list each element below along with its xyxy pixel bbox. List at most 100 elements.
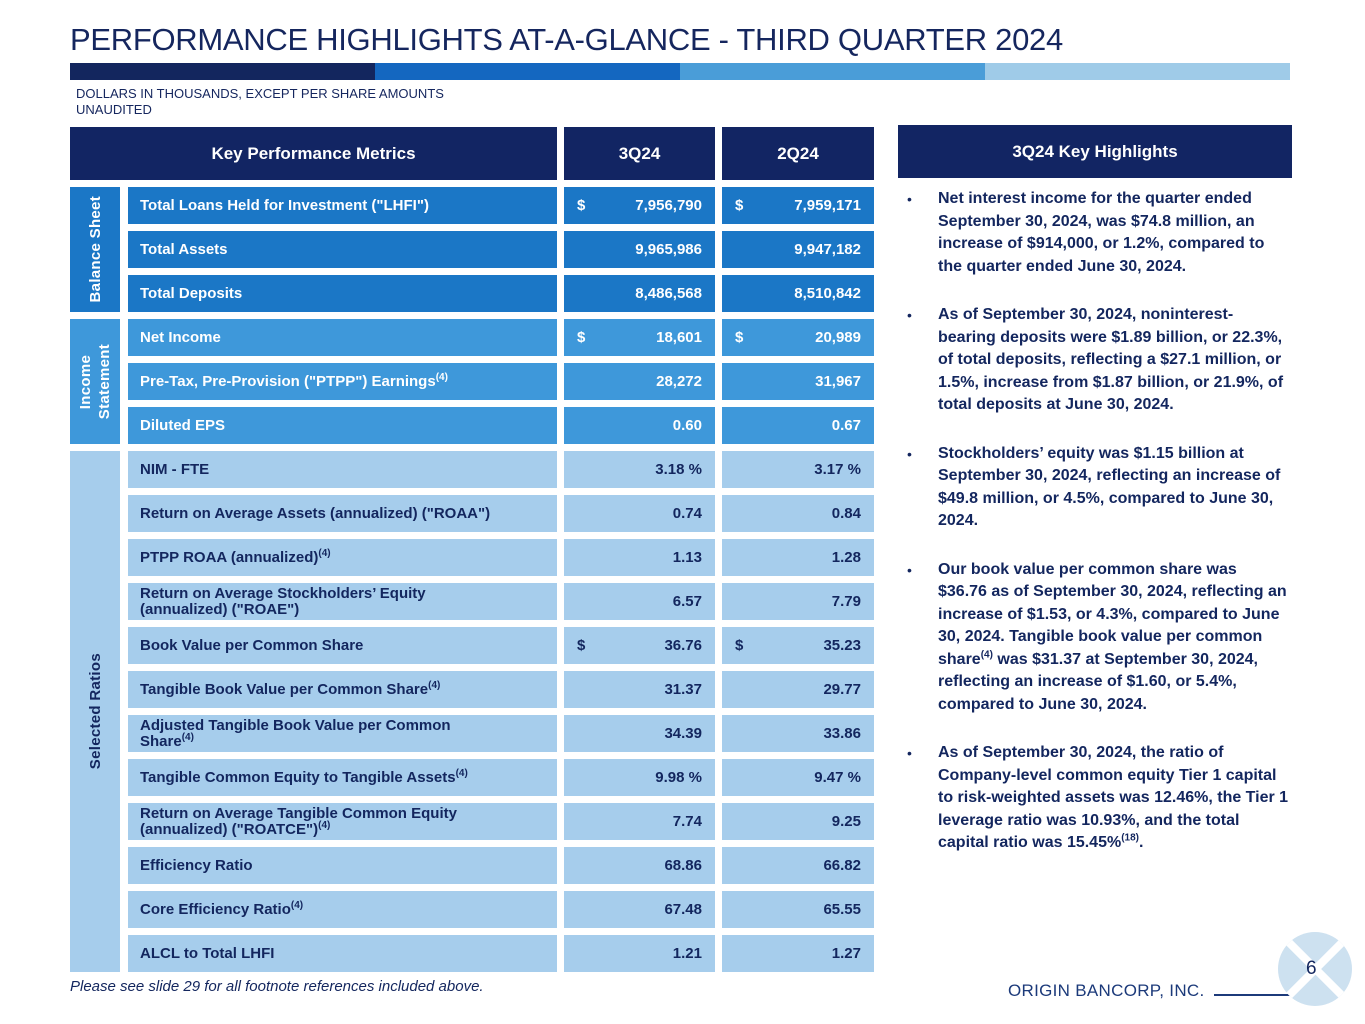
- footnote-marker: (4): [428, 679, 441, 691]
- value-2q24: 65.55: [722, 891, 874, 928]
- header-key-performance-metrics: Key Performance Metrics: [70, 127, 557, 180]
- metric-label: Total Assets: [140, 240, 228, 258]
- dollar-sign: $: [735, 197, 744, 214]
- table-row: Tangible Book Value per Common Share(4) 3…: [128, 671, 874, 708]
- value-number: 31.37: [664, 681, 702, 698]
- value-number: 68.86: [664, 857, 702, 874]
- dollar-sign: $: [735, 329, 744, 346]
- value-3q24: 7.74: [564, 803, 715, 840]
- table-row: NIM - FTE 3.18 % 3.17 %: [128, 451, 874, 488]
- value-3q24: 9,965,986: [564, 231, 715, 268]
- value-number: 66.82: [823, 857, 861, 874]
- value-number: 9.47 %: [814, 769, 861, 786]
- value-number: 65.55: [823, 901, 861, 918]
- metric-cell: Tangible Book Value per Common Share(4): [128, 671, 557, 708]
- group-label-selected-ratios: Selected Ratios: [70, 451, 120, 972]
- metric-cell: Efficiency Ratio: [128, 847, 557, 884]
- note-units: DOLLARS IN THOUSANDS, EXCEPT PER SHARE A…: [76, 86, 444, 101]
- footnote-marker: (4): [318, 547, 331, 559]
- key-performance-metrics-table: Key Performance Metrics 3Q24 2Q24 Balanc…: [70, 127, 874, 979]
- header-2q24: 2Q24: [722, 127, 874, 180]
- key-highlights-title: 3Q24 Key Highlights: [898, 125, 1292, 178]
- bullet-text: Our book value per common share was $36.…: [938, 560, 1287, 713]
- dollar-sign: $: [577, 637, 586, 654]
- metric-cell: Book Value per Common Share: [128, 627, 557, 664]
- accent-bar-segment-1: [70, 63, 375, 80]
- footnote-marker: (4): [435, 371, 448, 383]
- table-header-row: Key Performance Metrics 3Q24 2Q24: [70, 127, 874, 180]
- metric-cell: Return on Average Assets (annualized) ("…: [128, 495, 557, 532]
- value-number: 9,965,986: [635, 241, 702, 258]
- value-3q24: 9.98 %: [564, 759, 715, 796]
- logo-circle-icon: [1278, 932, 1352, 1006]
- value-2q24: 0.67: [722, 407, 874, 444]
- value-2q24: 29.77: [722, 671, 874, 708]
- metric-cell: Total Loans Held for Investment ("LHFI"): [128, 187, 557, 224]
- accent-bar-segment-4: [985, 63, 1290, 80]
- metric-cell: Net Income: [128, 319, 557, 356]
- value-3q24: 67.48: [564, 891, 715, 928]
- value-number: 9,947,182: [794, 241, 861, 258]
- value-number: 18,601: [656, 329, 702, 346]
- value-number: 1.13: [672, 549, 702, 566]
- value-3q24: 6.57: [564, 583, 715, 620]
- table-row: Book Value per Common Share $36.76 $35.23: [128, 627, 874, 664]
- value-3q24: 34.39: [564, 715, 715, 752]
- metric-cell: NIM - FTE: [128, 451, 557, 488]
- metric-label: Pre-Tax, Pre-Provision ("PTPP") Earnings…: [140, 371, 448, 390]
- value-3q24: 8,486,568: [564, 275, 715, 312]
- group-label-balance-sheet: Balance Sheet: [70, 187, 120, 312]
- dollar-sign: $: [577, 329, 586, 346]
- value-number: 6.57: [672, 593, 702, 610]
- group-label-text: Selected Ratios: [86, 653, 104, 770]
- value-number: 35.23: [823, 637, 861, 654]
- metric-label: Efficiency Ratio: [140, 856, 253, 874]
- metric-cell: Tangible Common Equity to Tangible Asset…: [128, 759, 557, 796]
- group-label-text: Balance Sheet: [86, 196, 104, 303]
- value-number: 1.21: [672, 945, 702, 962]
- highlight-bullet: • As of September 30, 2024, noninterest-b…: [898, 304, 1292, 417]
- metric-cell: Pre-Tax, Pre-Provision ("PTPP") Earnings…: [128, 363, 557, 400]
- value-number: 0.60: [672, 417, 702, 434]
- highlight-bullet: • Net interest income for the quarter end…: [898, 188, 1292, 278]
- value-3q24: 0.60: [564, 407, 715, 444]
- table-row: Total Deposits 8,486,568 8,510,842: [128, 275, 874, 312]
- footnote-marker: (4): [181, 731, 194, 743]
- value-number: 20,989: [815, 329, 861, 346]
- metric-label: PTPP ROAA (annualized)(4): [140, 547, 331, 566]
- group-rows: NIM - FTE 3.18 % 3.17 % Return on Average A…: [128, 451, 874, 972]
- metric-label: Tangible Common Equity to Tangible Asset…: [140, 767, 468, 786]
- table-section-income-statement: Income Statement Net Income $18,601 $20,989…: [70, 319, 874, 444]
- value-number: 3.17 %: [814, 461, 861, 478]
- metric-label: Return on Average Tangible Common Equity…: [140, 804, 457, 838]
- metric-cell: Return on Average Tangible Common Equity…: [128, 803, 557, 840]
- value-3q24: $7,956,790: [564, 187, 715, 224]
- table-row: Adjusted Tangible Book Value per Common …: [128, 715, 874, 752]
- dollar-sign: $: [577, 197, 586, 214]
- highlight-bullet: • Our book value per common share was $36…: [898, 559, 1292, 717]
- table-body: Balance Sheet Total Loans Held for Invest…: [70, 187, 874, 972]
- table-row: Return on Average Assets (annualized) ("…: [128, 495, 874, 532]
- bullet-text: Stockholders’ equity was $1.15 billion a…: [938, 444, 1281, 530]
- value-3q24: 1.13: [564, 539, 715, 576]
- company-name: ORIGIN BANCORP, INC.: [1008, 981, 1205, 1000]
- value-number: 7,956,790: [635, 197, 702, 214]
- bullet-text: As of September 30, 2024, the ratio of C…: [938, 744, 1289, 851]
- footnote-reference: Please see slide 29 for all footnote ref…: [70, 978, 484, 995]
- footnote-marker: (18): [1121, 832, 1139, 844]
- page-number: 6: [1306, 958, 1317, 979]
- metric-cell: ALCL to Total LHFI: [128, 935, 557, 972]
- table-row: Return on Average Stockholders’ Equity (…: [128, 583, 874, 620]
- table-section-selected-ratios: Selected Ratios NIM - FTE 3.18 % 3.17 % Retu…: [70, 451, 874, 972]
- footer-underline: [1213, 994, 1292, 996]
- table-row: Tangible Common Equity to Tangible Asset…: [128, 759, 874, 796]
- value-number: 0.67: [831, 417, 861, 434]
- dollar-sign: $: [735, 637, 744, 654]
- table-row: Net Income $18,601 $20,989: [128, 319, 874, 356]
- note-unaudited: UNAUDITED: [76, 102, 152, 117]
- metric-label: Adjusted Tangible Book Value per Common …: [140, 716, 451, 750]
- value-number: 1.27: [831, 945, 861, 962]
- table-row: Efficiency Ratio 68.86 66.82: [128, 847, 874, 884]
- value-number: 9.25: [831, 813, 861, 830]
- table-row: PTPP ROAA (annualized)(4) 1.13 1.28: [128, 539, 874, 576]
